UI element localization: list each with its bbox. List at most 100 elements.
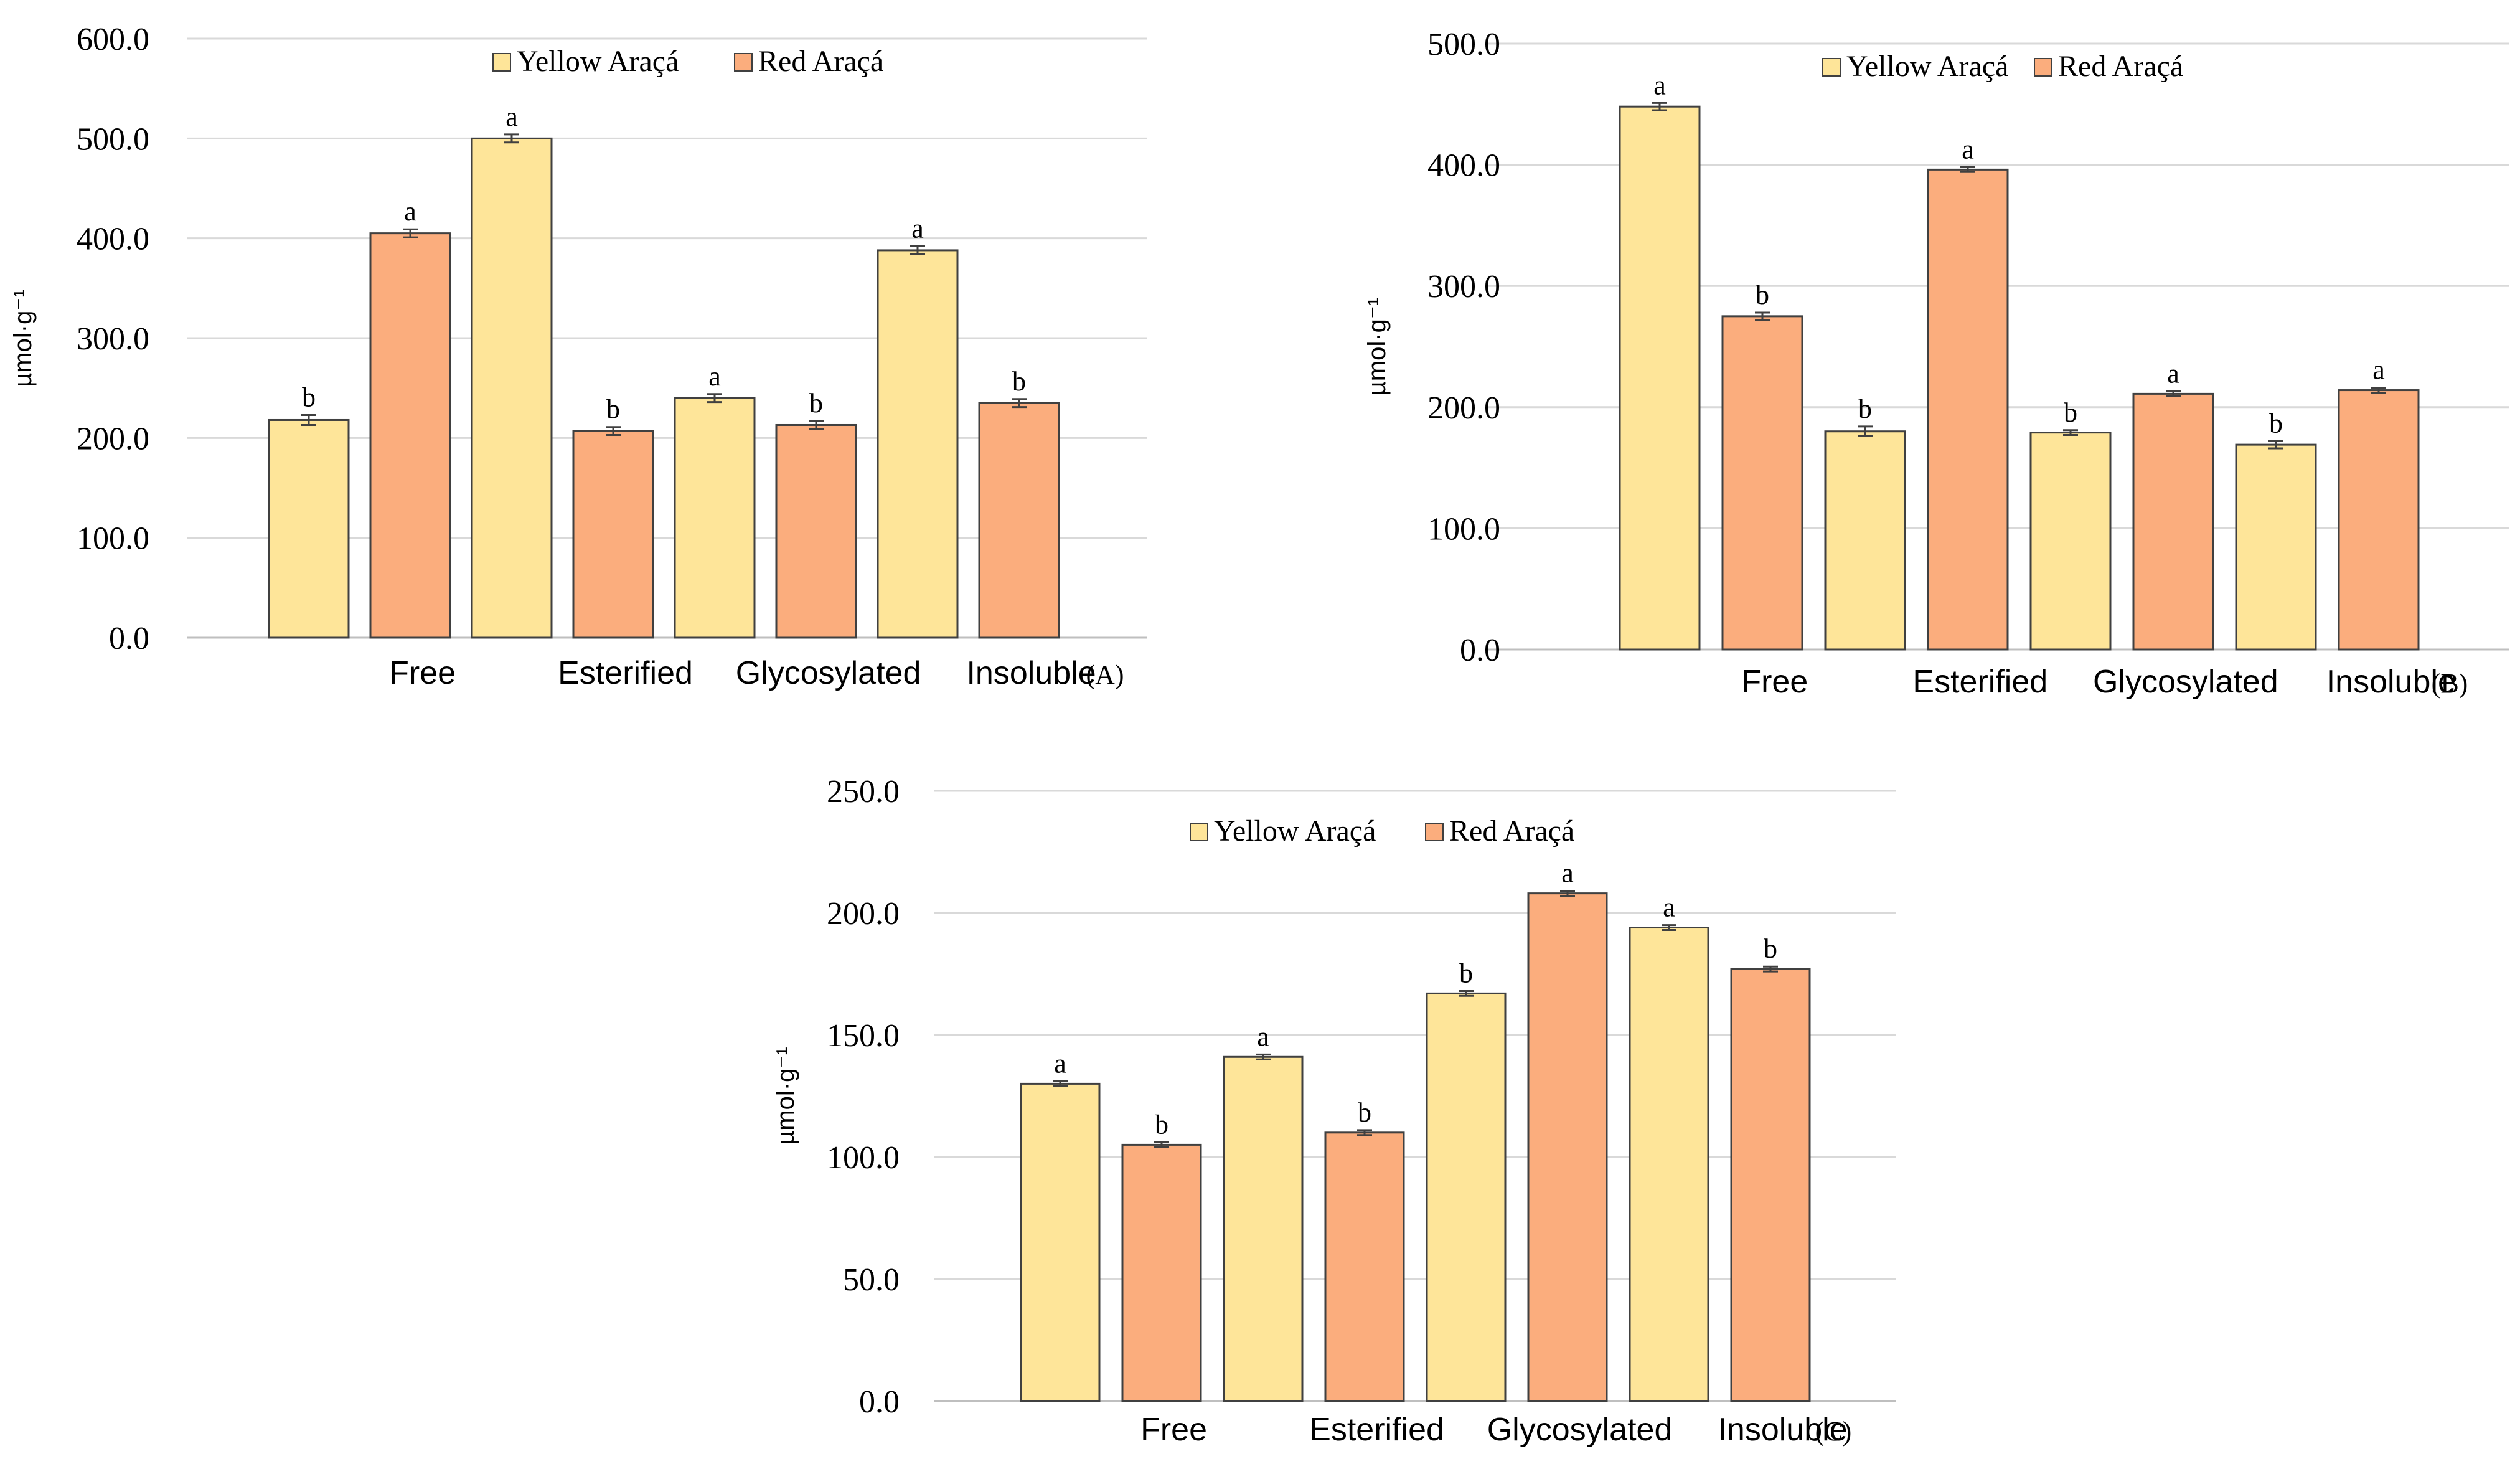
panel-label: (C) [1815, 1416, 1852, 1447]
significance-letter: a [505, 102, 518, 132]
significance-letter: a [2167, 359, 2179, 389]
bar-yellow-free [1619, 105, 1701, 651]
y-tick-label: 300.0 [1427, 269, 1500, 305]
bar-red-glycosylated [2132, 392, 2214, 651]
x-category-label: Free [1140, 1412, 1207, 1448]
significance-letter: b [1155, 1109, 1168, 1140]
significance-letter: a [1653, 70, 1666, 100]
bar-red-glycosylated [775, 423, 857, 639]
significance-letter: b [1764, 933, 1777, 964]
y-tick-label: 400.0 [77, 222, 149, 257]
x-category-label: Esterified [1309, 1412, 1444, 1448]
bar-red-esterified [1324, 1131, 1405, 1402]
significance-letter: b [606, 394, 620, 425]
bar-yellow-insoluble [1629, 927, 1709, 1402]
x-category-label: Glycosylated [736, 655, 921, 691]
x-category-label: Glycosylated [1487, 1412, 1673, 1448]
y-tick-label: 100.0 [827, 1140, 900, 1176]
legend-swatch [734, 53, 753, 72]
significance-letter: a [2372, 355, 2385, 385]
y-tick-label: 300.0 [77, 321, 149, 357]
significance-letter: b [2269, 408, 2283, 438]
x-category-label: Free [1741, 664, 1808, 700]
chart-panel-a: 0.0 100.0 200.0 300.0 400.0 500.0 600.0 µmol·g⁻… [9, 22, 1147, 691]
bar-red-insoluble [2338, 389, 2420, 651]
bar-yellow-free [268, 418, 350, 639]
significance-letter: a [1257, 1021, 1269, 1052]
significance-letter: b [809, 388, 823, 418]
bar-red-insoluble [978, 402, 1060, 639]
legend-label: Yellow Araçá [517, 45, 679, 78]
y-tick-label: 200.0 [827, 896, 900, 932]
bar-red-esterified [1927, 168, 2009, 651]
significance-letter: b [302, 382, 316, 412]
bar-yellow-esterified [1824, 430, 1906, 651]
y-tick-label: 200.0 [77, 421, 149, 456]
bar-yellow-glycosylated [2029, 432, 2112, 651]
y-axis-label: µmol·g⁻¹ [772, 1047, 799, 1145]
legend-swatch [492, 53, 511, 72]
x-category-label: Insoluble [1718, 1412, 1847, 1448]
x-category-label: Insoluble [966, 655, 1096, 691]
legend-label: Red Araçá [2058, 50, 2183, 83]
bar-yellow-glycosylated [1426, 992, 1507, 1402]
y-tick-label: 600.0 [77, 22, 149, 57]
significance-letter: b [1358, 1097, 1371, 1128]
significance-letter: a [1663, 892, 1675, 923]
significance-letter: a [1962, 134, 1974, 164]
significance-letter: b [1756, 280, 1769, 310]
significance-letter: b [1459, 958, 1473, 988]
y-tick-label: 0.0 [1460, 633, 1500, 668]
bar-yellow-glycosylated [674, 397, 756, 639]
chart-panel-c: 0.0 50.0 100.0 150.0 200.0 250.0 µmol·g⁻¹ a b Fre… [772, 774, 1896, 1448]
bar-red-glycosylated [1527, 892, 1608, 1402]
y-tick-label: 200.0 [1427, 390, 1500, 426]
panel-label: (B) [2432, 668, 2468, 699]
x-category-label: Insoluble [2326, 664, 2456, 700]
bar-yellow-insoluble [2235, 443, 2317, 651]
x-category-label: Free [389, 655, 456, 691]
y-tick-label: 500.0 [77, 121, 149, 157]
significance-letter: b [1858, 394, 1872, 424]
bar-yellow-insoluble [877, 249, 959, 639]
y-tick-label: 400.0 [1427, 148, 1500, 184]
bar-red-free [1121, 1143, 1202, 1402]
y-axis-label: µmol·g⁻¹ [9, 289, 37, 387]
bar-red-esterified [572, 430, 654, 639]
legend-swatch [1822, 58, 1841, 77]
y-tick-label: 100.0 [77, 521, 149, 557]
significance-letter: a [708, 361, 721, 392]
significance-letter: b [2064, 397, 2077, 428]
chart-panel-b: 0.0 100.0 200.0 300.0 400.0 500.0 µmol·g⁻¹ a b Fr… [1363, 27, 2509, 700]
y-tick-label: 150.0 [827, 1018, 900, 1054]
y-tick-label: 100.0 [1427, 511, 1500, 547]
y-tick-label: 500.0 [1427, 27, 1500, 62]
bar-yellow-esterified [471, 137, 553, 639]
y-tick-label: 250.0 [827, 774, 900, 810]
legend-swatch [1190, 823, 1208, 841]
significance-letter: a [1561, 858, 1574, 889]
significance-letter: a [404, 196, 416, 227]
x-category-label: Esterified [1912, 664, 2047, 700]
legend-label: Yellow Araçá [1214, 815, 1376, 848]
bar-red-free [369, 232, 451, 639]
legend-label: Red Araçá [1449, 815, 1574, 848]
x-category-label: Esterified [558, 655, 693, 691]
bar-red-free [1721, 315, 1803, 651]
bar-yellow-esterified [1223, 1055, 1304, 1402]
x-category-label: Glycosylated [2093, 664, 2278, 700]
legend-swatch [1425, 823, 1444, 841]
legend-label: Yellow Araçá [1846, 50, 2008, 83]
y-tick-label: 50.0 [843, 1262, 900, 1298]
y-tick-label: 0.0 [859, 1384, 900, 1420]
legend-swatch [2034, 58, 2052, 77]
y-axis-label: µmol·g⁻¹ [1363, 298, 1391, 396]
significance-letter: a [911, 213, 924, 243]
bar-yellow-free [1020, 1082, 1101, 1402]
significance-letter: a [1054, 1048, 1066, 1079]
panel-label: (A) [1086, 659, 1124, 690]
significance-letter: b [1012, 366, 1026, 397]
legend-label: Red Araçá [758, 45, 883, 78]
y-tick-label: 0.0 [109, 621, 149, 656]
